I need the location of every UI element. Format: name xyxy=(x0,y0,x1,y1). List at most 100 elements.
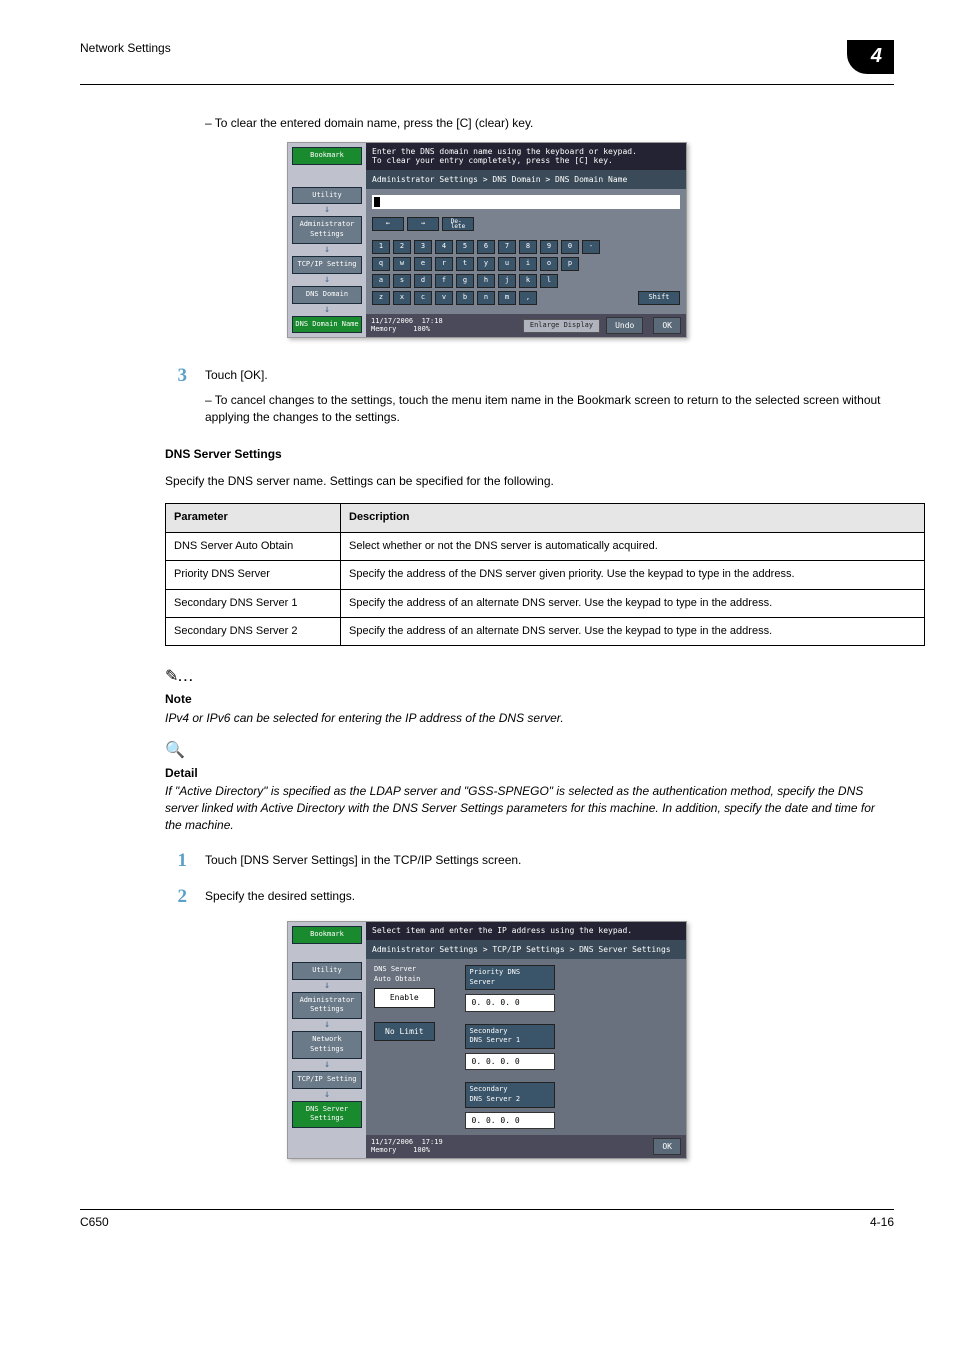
no-limit-button[interactable]: No Limit xyxy=(374,1022,435,1041)
kb-key[interactable]: 5 xyxy=(456,240,474,254)
shot2-instruction: Select item and enter the IP address usi… xyxy=(366,922,686,940)
secondary1-button[interactable]: Secondary DNS Server 1 xyxy=(465,1024,555,1050)
sidebar-admin-settings[interactable]: Administrator Settings xyxy=(292,216,362,244)
kb-key[interactable]: d xyxy=(414,274,432,288)
sidebar-utility[interactable]: Utility xyxy=(292,962,362,980)
secondary2-addr: 0. 0. 0. 0 xyxy=(465,1112,555,1129)
shot1-breadcrumb: Administrator Settings > DNS Domain > DN… xyxy=(366,170,686,189)
secondary2-button[interactable]: Secondary DNS Server 2 xyxy=(465,1082,555,1108)
device-screenshot-1: Bookmark Utility ↓ Administrator Setting… xyxy=(287,142,687,339)
kb-key[interactable]: v xyxy=(435,291,453,305)
undo-button[interactable]: Undo xyxy=(606,317,643,334)
sidebar-dns-server-settings[interactable]: DNS Server Settings xyxy=(292,1101,362,1129)
table-row: Secondary DNS Server 2Specify the addres… xyxy=(166,617,925,645)
table-row: Secondary DNS Server 1Specify the addres… xyxy=(166,589,925,617)
step-number: 2 xyxy=(165,884,187,911)
ok-button[interactable]: OK xyxy=(653,1138,681,1155)
keyboard-row-3: a s d f g h j k l xyxy=(372,274,680,288)
kb-key[interactable]: o xyxy=(540,257,558,271)
arrow-down-icon: ↓ xyxy=(292,276,362,284)
kb-key[interactable]: i xyxy=(519,257,537,271)
shot2-footer: 11/17/2006 17:19 Memory 100% OK xyxy=(366,1135,686,1158)
kb-key[interactable]: 4 xyxy=(435,240,453,254)
sidebar-tcpip[interactable]: TCP/IP Setting xyxy=(292,1071,362,1089)
kb-key[interactable]: 6 xyxy=(477,240,495,254)
footer-mem-label: Memory xyxy=(371,325,396,333)
sidebar-admin-settings[interactable]: Administrator Settings xyxy=(292,992,362,1020)
kb-key[interactable]: w xyxy=(393,257,411,271)
shot2-sidebar: Bookmark Utility ↓ Administrator Setting… xyxy=(288,922,366,1158)
sidebar-bookmark[interactable]: Bookmark xyxy=(292,926,362,944)
kb-key[interactable]: 1 xyxy=(372,240,390,254)
sidebar-network-settings[interactable]: Network Settings xyxy=(292,1031,362,1059)
priority-dns-button[interactable]: Priority DNS Server xyxy=(465,965,555,991)
kb-key[interactable]: k xyxy=(519,274,537,288)
kb-key[interactable]: 3 xyxy=(414,240,432,254)
step-number: 3 xyxy=(165,363,187,425)
kb-key[interactable]: c xyxy=(414,291,432,305)
table-row: Priority DNS ServerSpecify the address o… xyxy=(166,561,925,589)
kb-key[interactable]: t xyxy=(456,257,474,271)
kb-key[interactable]: x xyxy=(393,291,411,305)
td-param: Secondary DNS Server 1 xyxy=(166,589,341,617)
kb-key[interactable]: u xyxy=(498,257,516,271)
kb-key[interactable]: r xyxy=(435,257,453,271)
kb-key[interactable]: 2 xyxy=(393,240,411,254)
kb-key[interactable]: - xyxy=(582,240,600,254)
kb-key[interactable]: g xyxy=(456,274,474,288)
kb-key[interactable]: p xyxy=(561,257,579,271)
delete-key[interactable]: De- lete xyxy=(442,217,474,231)
shot2-breadcrumb: Administrator Settings > TCP/IP Settings… xyxy=(366,940,686,959)
header-section-title: Network Settings xyxy=(80,40,171,57)
kb-key[interactable]: m xyxy=(498,291,516,305)
sidebar-tcpip[interactable]: TCP/IP Setting xyxy=(292,256,362,274)
text-input[interactable] xyxy=(372,195,680,209)
footer-model: C650 xyxy=(80,1214,109,1231)
sidebar-dns-domain[interactable]: DNS Domain xyxy=(292,286,362,304)
footer-mem-pct: 100% xyxy=(413,325,430,333)
shift-key[interactable]: Shift xyxy=(638,291,680,305)
secondary1-addr: 0. 0. 0. 0 xyxy=(465,1053,555,1070)
note-block: ✎... Note IPv4 or IPv6 can be selected f… xyxy=(165,666,894,726)
kb-key[interactable]: z xyxy=(372,291,390,305)
td-desc: Select whether or not the DNS server is … xyxy=(341,532,925,560)
kb-key[interactable]: l xyxy=(540,274,558,288)
kb-key[interactable]: b xyxy=(456,291,474,305)
ok-button[interactable]: OK xyxy=(653,317,681,334)
td-desc: Specify the address of the DNS server gi… xyxy=(341,561,925,589)
ellipsis-icon: ... xyxy=(178,670,194,684)
instr-line2: To clear your entry completely, press th… xyxy=(372,156,613,165)
kb-key[interactable]: e xyxy=(414,257,432,271)
kb-key[interactable]: q xyxy=(372,257,390,271)
intro-bullet: To clear the entered domain name, press … xyxy=(205,115,894,132)
nav-right-key[interactable]: → xyxy=(407,217,439,231)
note-body: IPv4 or IPv6 can be selected for enterin… xyxy=(165,710,894,727)
priority-dns-addr: 0. 0. 0. 0 xyxy=(465,994,555,1011)
kb-key[interactable]: , xyxy=(519,291,537,305)
page-header: Network Settings 4 xyxy=(80,40,894,74)
kb-key[interactable]: y xyxy=(477,257,495,271)
kb-key[interactable]: 9 xyxy=(540,240,558,254)
th-parameter: Parameter xyxy=(166,504,341,532)
kb-key[interactable]: a xyxy=(372,274,390,288)
footer-mem-pct: 100% xyxy=(413,1146,430,1154)
sidebar-bookmark[interactable]: Bookmark xyxy=(292,147,362,165)
kb-key[interactable]: 7 xyxy=(498,240,516,254)
kb-key[interactable]: 0 xyxy=(561,240,579,254)
td-desc: Specify the address of an alternate DNS … xyxy=(341,589,925,617)
sidebar-utility[interactable]: Utility xyxy=(292,187,362,205)
instr-line1: Enter the DNS domain name using the keyb… xyxy=(372,147,637,156)
nav-left-key[interactable]: ← xyxy=(372,217,404,231)
shot2-right-col: Priority DNS Server 0. 0. 0. 0 Secondary… xyxy=(465,965,555,1129)
kb-key[interactable]: 8 xyxy=(519,240,537,254)
enlarge-display-button[interactable]: Enlarge Display xyxy=(523,319,600,333)
kb-key[interactable]: s xyxy=(393,274,411,288)
enable-button[interactable]: Enable xyxy=(374,988,435,1007)
kb-key[interactable]: j xyxy=(498,274,516,288)
step-text: Touch [DNS Server Settings] in the TCP/I… xyxy=(205,848,894,875)
sidebar-dns-domain-name[interactable]: DNS Domain Name xyxy=(292,316,362,334)
dns-server-settings-heading: DNS Server Settings xyxy=(165,446,894,463)
kb-key[interactable]: h xyxy=(477,274,495,288)
kb-key[interactable]: f xyxy=(435,274,453,288)
kb-key[interactable]: n xyxy=(477,291,495,305)
